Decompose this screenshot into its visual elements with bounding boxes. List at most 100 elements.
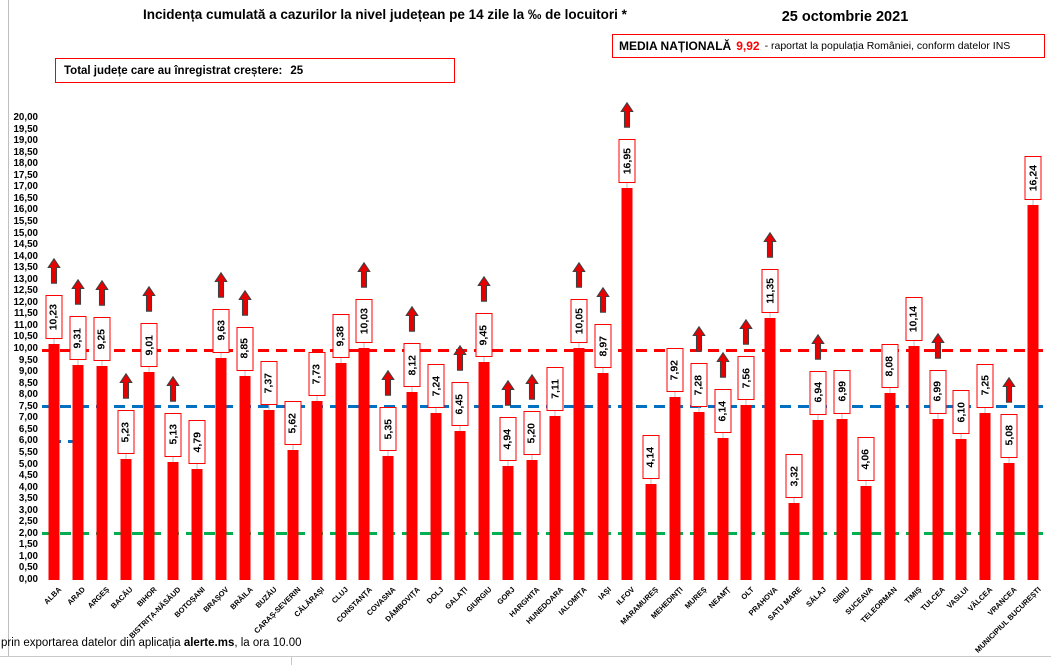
x-axis-label: MUREȘ [682, 585, 709, 611]
bar-slot: 10,23 [42, 118, 66, 580]
bar [48, 343, 60, 580]
label-leader-line [674, 391, 676, 398]
increase-arrow-icon [572, 261, 587, 293]
y-axis-tick-label: 5,50 [18, 446, 38, 458]
bar [908, 345, 920, 580]
bar [1003, 462, 1015, 580]
increase-arrow-icon [94, 280, 109, 311]
label-leader-line [602, 366, 604, 373]
y-axis-tick-label: 17,00 [13, 181, 38, 193]
bar-slot: 9,31 [66, 118, 90, 580]
x-axis-label: NEAMȚ [706, 585, 732, 611]
bar-value-label: 8,12 [403, 343, 421, 388]
y-axis-tick-label: 7,00 [18, 412, 38, 424]
increase-arrow-icon [524, 373, 539, 405]
bar-value-label: 10,23 [45, 294, 63, 339]
bar-value-label: 9,25 [93, 317, 111, 362]
y-axis-tick-label: 14,50 [13, 239, 38, 251]
label-leader-line [316, 395, 318, 402]
national-average-value: 9,92 [736, 39, 760, 53]
bar [573, 347, 585, 580]
bar [263, 409, 275, 580]
label-leader-line [889, 387, 891, 394]
label-leader-line [507, 459, 509, 466]
y-axis-tick-label: 3,00 [18, 504, 38, 516]
y-axis-tick-label: 18,50 [13, 146, 38, 158]
increase-arrow-icon [620, 102, 634, 133]
bar-value-label: 8,08 [881, 344, 899, 389]
y-axis: 20,00 19,50 19,00 18,50 18,00 17,50 17,00 16,50… [0, 112, 40, 588]
bar-value-label: 5,23 [117, 410, 135, 455]
bar-slot: 7,28 [687, 118, 711, 580]
threshold-line-blue [42, 405, 1045, 409]
bar-value-label: 5,35 [379, 407, 397, 452]
bar [836, 418, 848, 580]
label-leader-line [650, 478, 652, 485]
bar-value-label: 4,94 [499, 416, 517, 461]
bar [120, 459, 132, 580]
bar-value-label: 6,14 [714, 389, 732, 434]
bar-slot: 7,11 [544, 118, 568, 580]
y-axis-tick-label: 1,00 [18, 550, 38, 562]
bar-slot: 5,13 [161, 118, 185, 580]
increase-arrow-icon [453, 344, 467, 376]
x-axis-label: ALBA [42, 585, 64, 607]
bar-slot: 9,45 [472, 118, 496, 580]
increase-arrow-icon [476, 275, 491, 307]
bar-slot: 7,73 [305, 118, 329, 580]
label-leader-line [292, 444, 294, 451]
bar-slot: 9,01 [138, 118, 162, 580]
increase-arrow-icon [596, 286, 611, 318]
bar [717, 438, 729, 580]
increase-arrow-icon [142, 285, 157, 317]
bar [764, 317, 776, 580]
bar-slot: 5,62 [281, 118, 305, 580]
report-date: 25 octombrie 2021 [781, 9, 909, 25]
increase-arrow-icon [763, 231, 778, 263]
label-leader-line [531, 453, 533, 460]
national-average-box: MEDIA NAȚIONALĂ 9,92 - raportat la popul… [612, 34, 1045, 58]
label-leader-line [1008, 456, 1010, 463]
x-axis-label: IAȘI [595, 585, 613, 602]
bar-value-label: 7,92 [666, 348, 684, 393]
y-axis-tick-label: 11,50 [14, 308, 38, 320]
x-axis-label: DOLJ [424, 585, 446, 606]
bar-value-label: 5,20 [523, 410, 541, 455]
bar-value-label: 7,37 [260, 360, 278, 405]
increase-arrow-icon [739, 319, 754, 350]
y-axis-tick-label: 8,50 [18, 377, 38, 389]
increase-arrow-icon [405, 306, 419, 337]
y-axis-tick-label: 9,50 [18, 354, 38, 366]
increase-arrow-icon [118, 372, 133, 404]
label-leader-line [793, 497, 795, 504]
increase-arrow-icon [381, 370, 396, 401]
y-axis-tick-label: 4,00 [18, 481, 38, 493]
bar-slot: 16,95 [615, 102, 639, 580]
bar-value-label: 8,97 [594, 323, 612, 368]
bar-value-label: 4,06 [857, 437, 875, 482]
bar-slot: 5,08 [997, 118, 1021, 580]
plot-area: 10,23 9,31 9,25 5,23 9,01 5,13 4,79 9,63 8,85 7,3… [42, 102, 1045, 580]
y-axis-tick-label: 5,00 [18, 458, 38, 470]
bar [287, 450, 299, 580]
national-average-label: MEDIA NAȚIONALĂ [619, 39, 732, 53]
bar [239, 375, 251, 580]
y-axis-tick-label: 3,50 [18, 493, 38, 505]
label-leader-line [817, 413, 819, 420]
grid-line-horizontal [0, 656, 1051, 657]
label-leader-line [220, 351, 222, 358]
x-axis-label: GIURGIU [464, 585, 494, 615]
bar-slot: 8,85 [233, 118, 257, 580]
label-leader-line [483, 355, 485, 362]
bar-value-label: 10,14 [905, 296, 923, 341]
bar-slot: 6,94 [806, 118, 830, 580]
x-axis-label: ARAD [65, 585, 88, 607]
bar-value-label: 4,79 [188, 420, 206, 465]
bar [454, 431, 466, 580]
bar-value-label: 6,99 [833, 369, 851, 414]
label-leader-line [554, 409, 556, 416]
bar [406, 392, 418, 580]
label-leader-line [698, 405, 700, 412]
bar [526, 459, 538, 580]
